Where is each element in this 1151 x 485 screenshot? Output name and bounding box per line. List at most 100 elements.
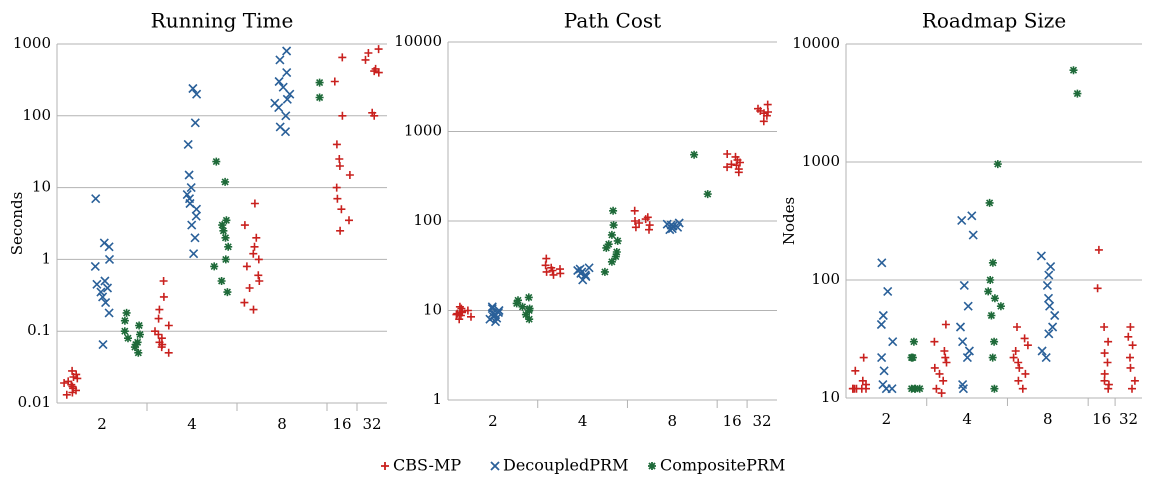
data-point — [458, 307, 467, 316]
data-point — [1069, 66, 1078, 75]
data-point — [221, 177, 230, 186]
data-point — [91, 194, 101, 204]
data-point — [1126, 363, 1135, 372]
data-point — [345, 171, 354, 179]
data-point — [1100, 376, 1109, 385]
data-point — [254, 271, 263, 280]
data-point — [915, 384, 924, 393]
data-point — [542, 267, 551, 276]
x-tick-label: 2 — [97, 415, 107, 433]
chart-title: Path Cost — [564, 9, 661, 33]
data-point — [189, 249, 199, 259]
x-tick-label: 16 — [1092, 410, 1111, 428]
legend-marker — [381, 462, 389, 470]
data-point — [556, 265, 564, 274]
data-point — [222, 216, 231, 225]
data-point — [967, 211, 977, 221]
data-point — [155, 305, 164, 314]
data-point — [68, 388, 77, 397]
data-point — [690, 150, 699, 159]
data-point — [990, 337, 999, 346]
data-point — [370, 67, 379, 76]
data-point — [60, 379, 69, 387]
data-point — [270, 98, 280, 108]
data-point — [188, 83, 198, 94]
data-point — [883, 286, 893, 296]
data-point — [136, 330, 144, 339]
data-point — [985, 198, 994, 207]
data-point — [932, 384, 941, 393]
data-point — [488, 308, 498, 318]
data-point — [456, 311, 465, 320]
chart-title: Running Time — [151, 9, 294, 33]
x-tick-label: 8 — [668, 412, 678, 430]
data-point — [467, 312, 475, 321]
data-point — [1126, 323, 1135, 331]
y-tick-label: 100 — [811, 270, 840, 288]
data-point — [240, 221, 249, 230]
data-point — [990, 294, 999, 303]
data-point — [525, 315, 534, 324]
y-tick-label: 1000 — [404, 122, 442, 140]
data-point — [187, 220, 197, 230]
data-point — [315, 78, 324, 87]
data-point — [92, 279, 102, 289]
data-point — [518, 302, 527, 311]
data-point — [958, 337, 968, 347]
data-point — [337, 205, 346, 214]
data-point — [368, 108, 377, 117]
data-point — [763, 100, 772, 109]
data-point — [962, 353, 972, 363]
data-point — [635, 219, 644, 227]
data-point — [631, 223, 640, 232]
y-tick-label: 1 — [432, 390, 442, 408]
data-point — [549, 270, 558, 279]
data-point — [154, 314, 163, 323]
data-point — [630, 206, 639, 215]
data-point — [336, 226, 345, 235]
data-point — [1124, 332, 1133, 341]
data-point — [986, 276, 995, 284]
data-point — [1013, 323, 1021, 331]
data-point — [62, 390, 71, 399]
data-point — [613, 236, 622, 245]
data-point — [275, 55, 285, 65]
data-point — [521, 310, 530, 319]
data-point — [723, 150, 732, 158]
data-point — [131, 340, 140, 349]
data-point — [219, 226, 228, 235]
data-point — [584, 263, 594, 273]
data-point — [217, 277, 226, 285]
data-point — [1128, 384, 1136, 393]
data-point — [859, 353, 868, 362]
data-point — [101, 298, 111, 308]
x-tick-label: 32 — [752, 412, 771, 430]
y-tick-label: 1000 — [13, 34, 51, 52]
data-point — [182, 190, 192, 200]
data-point — [964, 346, 974, 356]
data-point — [1043, 293, 1054, 303]
data-point — [332, 140, 341, 149]
data-point — [1100, 349, 1109, 358]
data-point — [134, 348, 143, 357]
data-point — [69, 373, 78, 381]
data-point — [542, 254, 551, 263]
data-point — [332, 183, 341, 192]
data-point — [1045, 301, 1055, 311]
data-point — [130, 343, 139, 352]
data-point — [996, 302, 1005, 311]
data-point — [104, 308, 114, 318]
data-point — [191, 211, 201, 221]
data-point — [275, 122, 285, 132]
data-point — [282, 94, 292, 104]
data-point — [212, 157, 221, 166]
x-tick-label: 8 — [1043, 410, 1053, 428]
x-tick-label: 32 — [1119, 410, 1138, 428]
data-point — [858, 376, 867, 385]
y-tick-label: 1 — [41, 249, 51, 267]
data-point — [1094, 245, 1103, 254]
data-point — [223, 288, 232, 297]
y-tick-label: 10000 — [394, 32, 442, 50]
data-point — [1093, 284, 1102, 293]
data-point — [90, 261, 100, 271]
